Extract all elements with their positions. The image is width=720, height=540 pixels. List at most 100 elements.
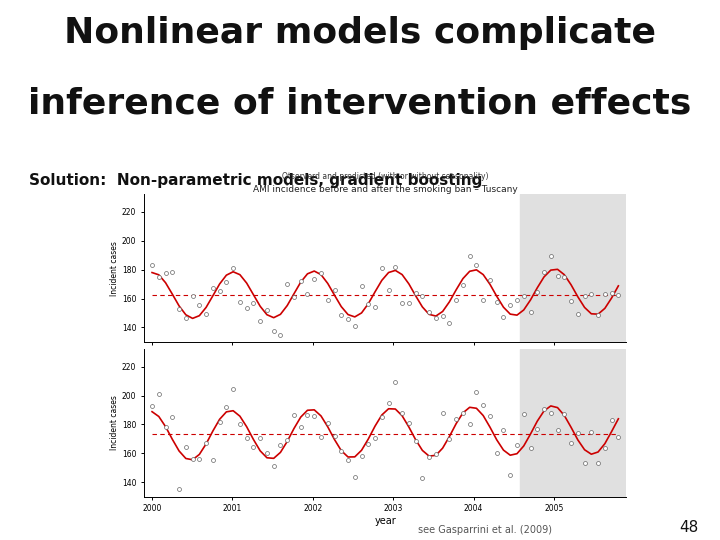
Point	[315, 433, 327, 441]
Point	[403, 299, 415, 307]
Bar	[521, 349, 654, 497]
Point	[146, 402, 158, 411]
Point	[451, 415, 462, 423]
Point	[559, 273, 570, 282]
Point	[477, 400, 489, 409]
Point	[194, 300, 205, 309]
Point	[295, 423, 307, 431]
Point	[342, 456, 354, 465]
Point	[322, 418, 333, 427]
Point	[180, 314, 192, 322]
Point	[254, 316, 266, 325]
Point	[302, 411, 313, 420]
Point	[180, 442, 192, 451]
Point	[174, 484, 185, 493]
Point	[329, 431, 341, 440]
Point	[552, 272, 563, 281]
Point	[498, 313, 509, 321]
Point	[220, 278, 232, 286]
Point	[417, 474, 428, 482]
Point	[308, 411, 320, 420]
Point	[484, 411, 495, 420]
Point	[166, 413, 178, 421]
Point	[234, 298, 246, 307]
Point	[261, 449, 273, 457]
Point	[518, 410, 529, 418]
Text: 48: 48	[679, 519, 698, 535]
Point	[160, 423, 171, 431]
Point	[241, 434, 253, 443]
Point	[585, 290, 597, 299]
Point	[200, 310, 212, 319]
Point	[254, 433, 266, 442]
Point	[464, 420, 475, 429]
Point	[349, 473, 361, 482]
Point	[518, 292, 529, 301]
Point	[220, 402, 232, 411]
Point	[369, 303, 381, 312]
Point	[572, 429, 584, 437]
Point	[437, 408, 449, 417]
Point	[525, 308, 536, 316]
Point	[383, 286, 395, 294]
Point	[396, 299, 408, 307]
Point	[268, 327, 279, 335]
Point	[275, 441, 287, 449]
Point	[146, 261, 158, 269]
Point	[322, 296, 333, 305]
Point	[457, 409, 469, 418]
Point	[396, 409, 408, 417]
Point	[160, 269, 171, 278]
Point	[153, 273, 165, 281]
Point	[505, 471, 516, 480]
Point	[484, 275, 495, 284]
Point	[275, 330, 287, 339]
Point	[552, 426, 563, 434]
Point	[302, 290, 313, 299]
Point	[539, 268, 550, 276]
Point	[174, 305, 185, 314]
Point	[363, 300, 374, 308]
Point	[336, 311, 347, 320]
Point	[505, 301, 516, 309]
Point	[363, 440, 374, 448]
Point	[613, 433, 624, 441]
Point	[471, 260, 482, 269]
Point	[545, 252, 557, 260]
Point	[606, 288, 617, 297]
Point	[403, 419, 415, 428]
Point	[417, 292, 428, 301]
Point	[444, 435, 455, 444]
Point	[369, 434, 381, 442]
Point	[437, 312, 449, 320]
Point	[423, 452, 435, 461]
Point	[531, 425, 543, 434]
Point	[545, 409, 557, 417]
Point	[336, 446, 347, 455]
Point	[214, 418, 225, 427]
Point	[606, 415, 617, 424]
Point	[241, 303, 253, 312]
Point	[356, 282, 367, 291]
Point	[228, 385, 239, 394]
Point	[457, 281, 469, 289]
Text: Solution:  Non-parametric models, gradient boosting: Solution: Non-parametric models, gradien…	[29, 173, 482, 188]
Text: Otserverd and predicted (with or without seasonality): Otserverd and predicted (with or without…	[282, 172, 488, 181]
Point	[390, 377, 401, 386]
Text: see Gasparrini et al. (2009): see Gasparrini et al. (2009)	[418, 524, 552, 535]
Point	[491, 449, 503, 457]
Point	[565, 438, 577, 447]
Point	[356, 452, 367, 461]
Point	[349, 321, 361, 330]
Point	[207, 455, 219, 464]
Point	[390, 263, 401, 272]
Point	[585, 428, 597, 436]
Point	[288, 410, 300, 419]
Point	[410, 436, 421, 445]
Point	[261, 306, 273, 314]
Point	[539, 405, 550, 414]
Point	[186, 454, 198, 463]
Point	[207, 284, 219, 292]
Point	[579, 292, 590, 300]
Point	[383, 399, 395, 407]
